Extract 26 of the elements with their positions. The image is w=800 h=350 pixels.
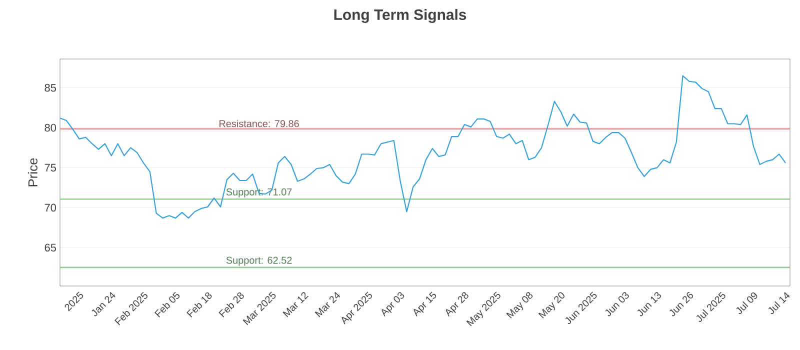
y-tick-label: 70 <box>44 204 56 212</box>
y-tick-label: 75 <box>44 164 56 172</box>
x-tick-label: Feb 28 <box>218 292 244 318</box>
y-tick-label: 80 <box>44 124 56 132</box>
x-tick-label: Apr 28 <box>446 292 468 317</box>
x-tick-label: May 20 <box>538 292 564 318</box>
x-tick-label: Jun 26 <box>670 292 694 316</box>
ref-line-label: Resistance: 79.86 <box>220 120 299 128</box>
x-tick-label: Mar 24 <box>314 292 340 318</box>
x-tick-label: May 08 <box>506 292 533 318</box>
x-tick-label: Apr 15 <box>414 292 436 317</box>
chart-title: Long Term Signals <box>334 9 466 23</box>
y-tick-label: 65 <box>44 244 56 252</box>
x-tick-label: Jul 14 <box>768 292 790 314</box>
x-tick-label: Feb 05 <box>154 292 180 318</box>
x-tick-label: Apr 03 <box>382 292 404 317</box>
x-tick-label: Jun 03 <box>605 292 629 316</box>
y-axis-title: Price <box>28 158 38 186</box>
ref-line-label: Support: 62.52 <box>226 256 292 266</box>
x-tick-label: Jul 09 <box>736 292 758 314</box>
x-tick-label: Feb 18 <box>186 292 212 318</box>
x-tick-label: Jan 24 <box>92 292 116 316</box>
y-tick-label: 85 <box>44 84 56 92</box>
ref-line-label: Support: 71.07 <box>226 188 292 198</box>
x-tick-label: Mar 12 <box>282 292 309 318</box>
x-tick-label: Jun 13 <box>637 292 661 316</box>
